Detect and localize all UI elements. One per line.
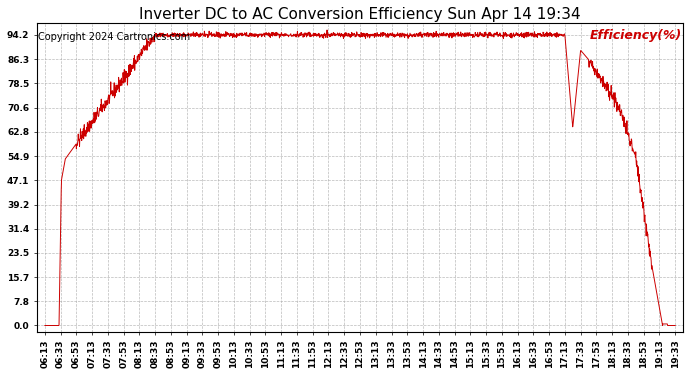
Text: Copyright 2024 Cartronics.com: Copyright 2024 Cartronics.com	[37, 32, 190, 42]
Title: Inverter DC to AC Conversion Efficiency Sun Apr 14 19:34: Inverter DC to AC Conversion Efficiency …	[139, 7, 581, 22]
Text: Efficiency(%): Efficiency(%)	[589, 29, 682, 42]
